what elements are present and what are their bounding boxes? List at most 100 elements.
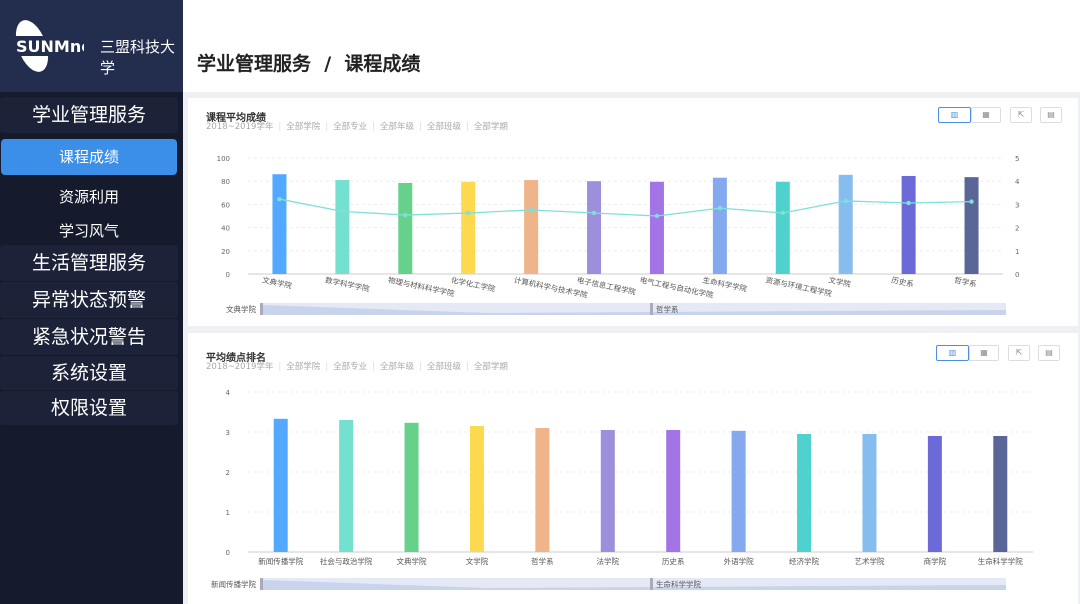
zoom-end-label: 生命科学学院 bbox=[656, 579, 701, 589]
x-tick-label: 历史系 bbox=[662, 556, 685, 566]
bar[interactable] bbox=[339, 420, 354, 552]
bar[interactable] bbox=[461, 181, 476, 274]
chart: 0 20 40 60 80 100 0 1 2 3 4 5 文典学院 数学科学学院 物理与材料科学学院化学化… bbox=[217, 155, 1020, 315]
filter-0[interactable]: 2018~2019学年 bbox=[206, 362, 274, 372]
filter-4[interactable]: 全部班级 bbox=[426, 362, 461, 372]
bar[interactable] bbox=[273, 418, 288, 552]
filter-4[interactable]: 全部班级 bbox=[426, 122, 461, 132]
bar[interactable] bbox=[927, 436, 942, 552]
line-point[interactable] bbox=[717, 205, 723, 211]
y-tick-label: 3 bbox=[226, 429, 230, 437]
bar[interactable] bbox=[901, 175, 916, 274]
logo: SUNMnet 三盟科技大学 bbox=[0, 0, 183, 92]
sidebar: SUNMnet 三盟科技大学 学业管理服务课程成绩资源利用学习风气生活管理服务异… bbox=[0, 0, 183, 604]
sidebar-item-7[interactable]: 系统设置 bbox=[0, 356, 178, 390]
filter-2[interactable]: 全部专业 bbox=[333, 362, 368, 372]
filter-1[interactable]: 全部学院 bbox=[286, 362, 321, 372]
y-tick-label: 2 bbox=[226, 469, 230, 477]
bar[interactable] bbox=[535, 428, 550, 552]
export-icon[interactable]: ⇱ bbox=[1008, 345, 1030, 361]
zoom-handle-end[interactable] bbox=[650, 303, 653, 315]
x-tick-label: 历史系 bbox=[891, 274, 916, 289]
bar-chart-icon[interactable]: ▥ bbox=[936, 345, 969, 361]
x-tick-label: 文学院 bbox=[828, 274, 853, 289]
filter-5[interactable]: 全部学期 bbox=[473, 122, 508, 132]
y-tick-label: 80 bbox=[221, 178, 230, 186]
sidebar-item-5[interactable]: 异常状态预警 bbox=[0, 282, 178, 318]
line-point[interactable] bbox=[340, 209, 345, 214]
bar[interactable] bbox=[838, 174, 853, 274]
bar[interactable] bbox=[993, 436, 1008, 552]
sidebar-item-6[interactable]: 紧急状况警告 bbox=[0, 319, 178, 355]
filter-2[interactable]: 全部专业 bbox=[333, 122, 368, 132]
y2-tick-label: 0 bbox=[1015, 271, 1019, 279]
line-point[interactable] bbox=[403, 212, 408, 218]
filter-1[interactable]: 全部学院 bbox=[286, 122, 321, 132]
zoom-handle-start[interactable] bbox=[260, 578, 263, 590]
y2-tick-label: 1 bbox=[1015, 248, 1019, 256]
chart-title: 平均绩点排名 bbox=[206, 353, 266, 364]
zoom-handle-end[interactable] bbox=[650, 578, 653, 590]
line-point[interactable] bbox=[780, 210, 785, 216]
bar-chart-icon[interactable]: ▥ bbox=[938, 107, 971, 123]
bar[interactable] bbox=[775, 181, 790, 274]
bar[interactable] bbox=[398, 182, 413, 274]
filter-3[interactable]: 全部年级 bbox=[380, 362, 415, 372]
y-tick-label: 40 bbox=[221, 225, 230, 233]
zoom-slider-shadow bbox=[262, 580, 1006, 590]
x-tick-label: 商学院 bbox=[924, 556, 947, 566]
bar[interactable] bbox=[600, 430, 615, 552]
bar[interactable] bbox=[964, 177, 979, 274]
line-point[interactable] bbox=[906, 200, 911, 206]
filter-5[interactable]: 全部学期 bbox=[473, 362, 508, 372]
sidebar-item-4[interactable]: 生活管理服务 bbox=[0, 245, 178, 281]
sidebar-item-8[interactable]: 权限设置 bbox=[0, 391, 178, 425]
save-icon[interactable]: ▤ bbox=[1038, 345, 1060, 361]
line-point[interactable] bbox=[528, 207, 534, 213]
x-tick-label: 文典学院 bbox=[261, 274, 293, 290]
bar[interactable] bbox=[272, 174, 287, 274]
line-point[interactable] bbox=[466, 210, 471, 216]
sidebar-item-0[interactable]: 学业管理服务 bbox=[0, 97, 178, 133]
line-point[interactable] bbox=[843, 198, 848, 204]
svg-text:SUNMnet: SUNMnet bbox=[16, 37, 84, 56]
table-icon[interactable]: ▦ bbox=[969, 345, 999, 361]
y-tick-label: 4 bbox=[226, 389, 231, 397]
sidebar-item-1[interactable]: 课程成绩 bbox=[1, 139, 177, 175]
save-icon[interactable]: ▤ bbox=[1040, 107, 1062, 123]
bar[interactable] bbox=[469, 426, 484, 552]
line-point[interactable] bbox=[969, 199, 974, 204]
course-average-score-card: 课程平均成绩 2018~2019学年 | 全部学院 | 全部专业 | 全部年级 | 全部班级 | 全… bbox=[188, 98, 1078, 326]
bar[interactable] bbox=[666, 430, 681, 552]
bar[interactable] bbox=[649, 181, 664, 274]
zoom-end-label: 哲学系 bbox=[656, 304, 679, 314]
sidebar-item-3[interactable]: 学习风气 bbox=[58, 222, 119, 240]
x-tick-label: 文典学院 bbox=[397, 556, 427, 566]
y2-tick-label: 3 bbox=[1015, 201, 1019, 209]
filter-bar: 2018~2019学年 | 全部学院 | 全部专业 | 全部年级 | 全部班级 | 全部学期 bbox=[206, 122, 508, 132]
filter-bar: 2018~2019学年 | 全部学院 | 全部专业 | 全部年级 | 全部班级 | 全部学期 bbox=[206, 362, 508, 372]
bar[interactable] bbox=[731, 430, 746, 552]
bar[interactable] bbox=[712, 177, 727, 274]
x-tick-label: 艺术学院 bbox=[854, 556, 884, 566]
line-point[interactable] bbox=[654, 213, 660, 219]
bar[interactable] bbox=[404, 422, 419, 552]
chart-title: 课程平均成绩 bbox=[206, 113, 266, 124]
bar[interactable] bbox=[797, 434, 812, 552]
sunmnet-logo-icon: SUNMnet bbox=[14, 20, 84, 72]
bar[interactable] bbox=[862, 434, 877, 552]
bar[interactable] bbox=[587, 181, 602, 274]
filter-0[interactable]: 2018~2019学年 bbox=[206, 122, 274, 132]
filter-3[interactable]: 全部年级 bbox=[380, 122, 415, 132]
table-icon[interactable]: ▦ bbox=[971, 107, 1001, 123]
x-tick-label: 经济学院 bbox=[789, 556, 819, 566]
y-tick-label: 0 bbox=[226, 271, 230, 279]
line-point[interactable] bbox=[277, 196, 282, 202]
export-icon[interactable]: ⇱ bbox=[1010, 107, 1032, 123]
zoom-handle-start[interactable] bbox=[260, 303, 263, 315]
x-tick-label: 新闻传播学院 bbox=[258, 556, 303, 566]
bar[interactable] bbox=[524, 180, 539, 274]
bar[interactable] bbox=[335, 180, 350, 274]
line-point[interactable] bbox=[591, 210, 597, 216]
sidebar-item-2[interactable]: 资源利用 bbox=[58, 188, 119, 206]
